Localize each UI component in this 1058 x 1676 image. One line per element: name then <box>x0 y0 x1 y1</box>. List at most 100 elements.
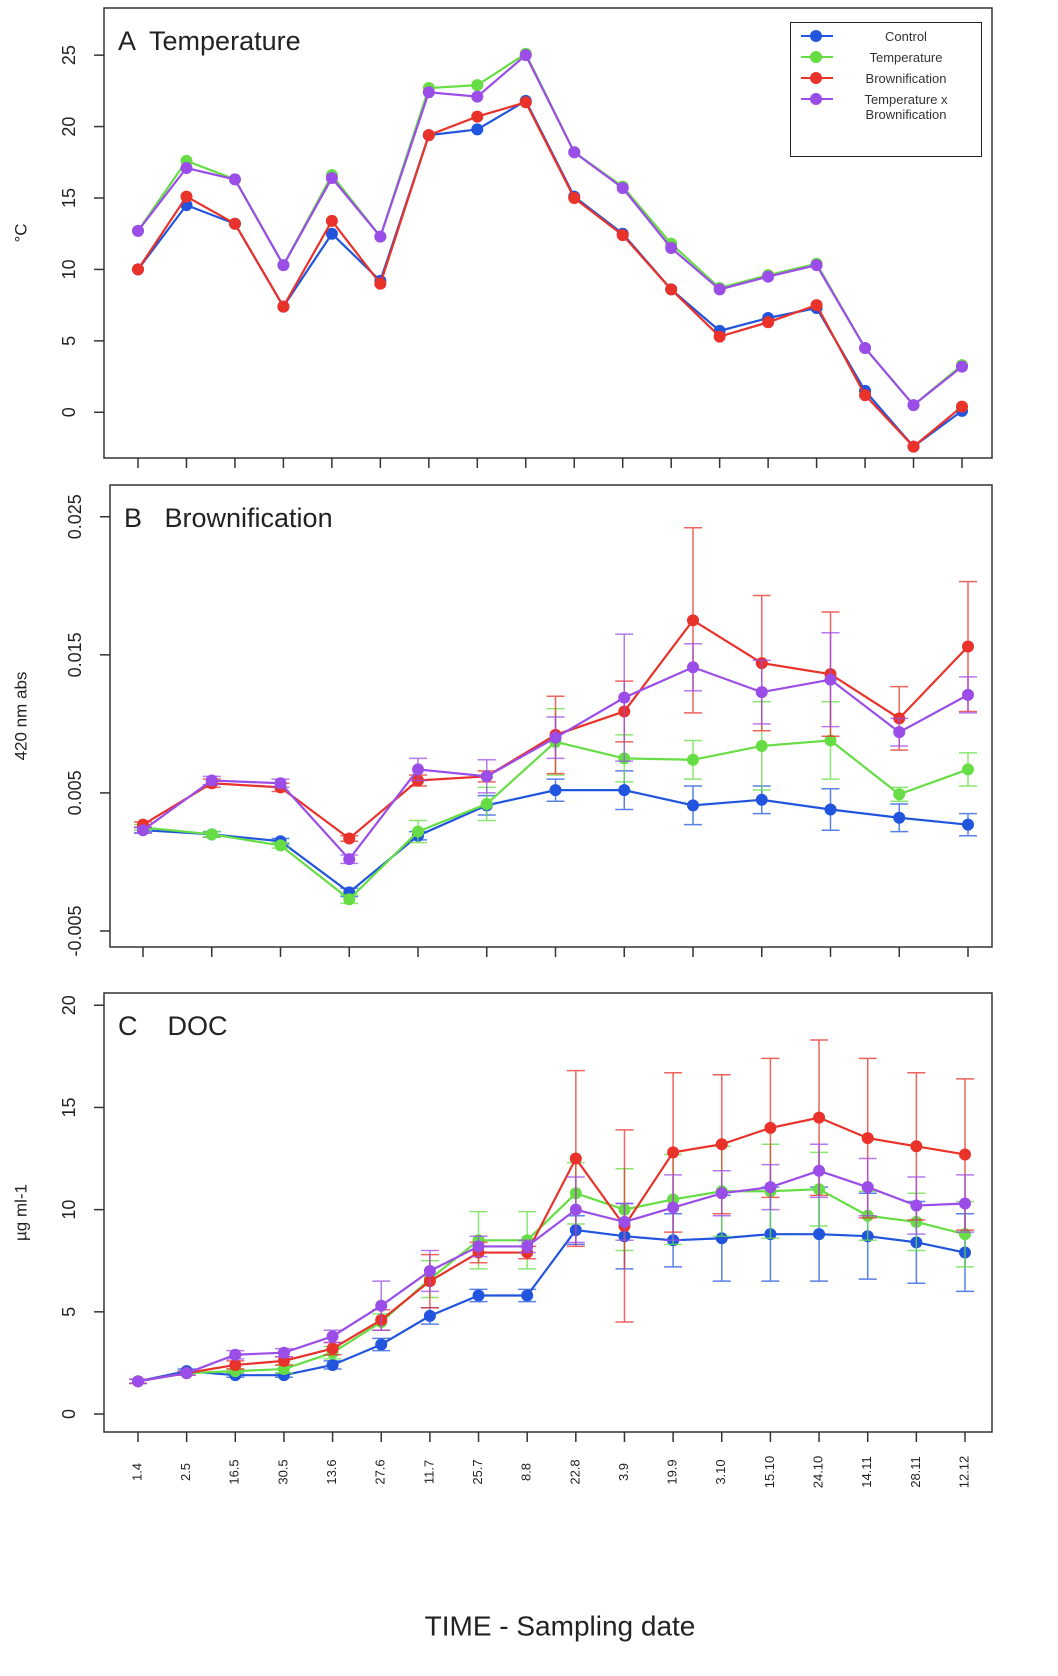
series-line <box>142 789 969 894</box>
data-point <box>374 230 387 243</box>
data-point <box>910 1199 923 1212</box>
legend-symbol <box>797 71 837 85</box>
panel-title: C DOC <box>118 1011 228 1041</box>
data-point <box>205 828 218 841</box>
series-line <box>137 1116 966 1383</box>
panel-title: B Brownification <box>124 503 333 533</box>
y-tick-label: 15 <box>59 188 79 208</box>
series <box>134 770 977 899</box>
data-point <box>471 110 484 123</box>
data-point <box>132 263 144 276</box>
data-point <box>568 146 581 159</box>
x-tick-label: 3.10 <box>713 1459 728 1484</box>
legend-label: Brownification <box>865 71 947 86</box>
data-point <box>422 86 435 99</box>
data-point <box>956 360 968 373</box>
data-point <box>180 190 193 203</box>
plot-frame <box>109 484 993 948</box>
legend-symbol <box>797 92 837 106</box>
data-point <box>959 1228 971 1241</box>
data-point <box>813 1164 826 1177</box>
series-line <box>137 53 963 407</box>
data-point <box>813 1111 826 1124</box>
data-point <box>480 797 493 810</box>
legend-label: Temperature <box>869 50 943 65</box>
series <box>134 631 977 866</box>
data-point <box>715 1232 728 1245</box>
data-point <box>521 1289 534 1302</box>
y-tick-label: 0 <box>59 407 79 417</box>
data-point <box>325 172 338 184</box>
data-point <box>326 1342 339 1355</box>
y-tick-label: 10 <box>59 259 79 279</box>
data-point <box>277 300 290 313</box>
data-point <box>962 818 974 831</box>
data-point <box>277 259 290 272</box>
data-point <box>422 129 435 142</box>
data-point <box>810 299 823 312</box>
data-point <box>687 661 699 674</box>
x-tick-label: 1.4 <box>129 1463 144 1481</box>
data-point <box>132 224 144 237</box>
data-point <box>229 1348 242 1361</box>
legend-entry: Temperature x Brownification <box>797 92 975 122</box>
x-tick-label: 27.6 <box>373 1459 388 1484</box>
series-line <box>137 1228 966 1383</box>
data-point <box>180 1367 193 1380</box>
data-point <box>618 1215 631 1228</box>
y-tick-label: 0.005 <box>65 770 85 815</box>
data-point <box>568 192 581 204</box>
data-point <box>519 96 532 109</box>
data-point <box>412 825 424 838</box>
y-tick-label: 15 <box>59 1097 79 1117</box>
data-point <box>715 1138 728 1151</box>
data-point <box>375 1338 388 1351</box>
x-tick-label: 15.10 <box>762 1456 777 1489</box>
data-point <box>959 1197 971 1210</box>
y-tick-label: 10 <box>59 1200 79 1220</box>
y-tick-label: 5 <box>59 1307 79 1317</box>
data-point <box>687 753 699 766</box>
data-point <box>480 770 493 783</box>
data-point <box>893 788 906 801</box>
data-point <box>549 731 562 744</box>
data-point <box>824 803 837 816</box>
plot-frame <box>103 7 993 459</box>
legend-symbol <box>797 29 837 43</box>
data-point <box>910 1140 923 1153</box>
data-point <box>667 1146 680 1159</box>
data-point <box>228 173 241 186</box>
series-line <box>137 100 963 449</box>
data-point <box>277 1346 290 1359</box>
y-axis-label: 420 nm abs <box>11 672 30 761</box>
data-point <box>667 1201 680 1214</box>
data-point <box>962 640 974 653</box>
data-point <box>274 777 287 790</box>
data-point <box>228 217 241 230</box>
y-tick-label: 25 <box>59 45 79 65</box>
legend: Control Temperature Brownification Temperat… <box>790 22 982 157</box>
data-point <box>325 227 338 240</box>
x-tick-label: 11.7 <box>421 1460 436 1484</box>
data-point <box>137 824 149 837</box>
legend-symbol <box>797 50 837 64</box>
x-tick-label: 24.10 <box>810 1456 825 1489</box>
x-tick-label: 13.6 <box>324 1459 339 1484</box>
x-tick-label: 30.5 <box>275 1459 290 1484</box>
y-tick-label: 20 <box>59 117 79 137</box>
data-point <box>519 49 532 62</box>
data-point <box>907 440 920 453</box>
data-point <box>326 1358 339 1371</box>
data-point <box>343 853 356 866</box>
data-point <box>471 79 484 92</box>
y-tick-label: -0.005 <box>65 905 85 956</box>
data-point <box>205 774 218 787</box>
x-tick-label: 2.5 <box>178 1463 193 1481</box>
legend-label: Control <box>885 29 927 44</box>
data-point <box>618 784 631 797</box>
data-point <box>471 123 484 136</box>
data-point <box>764 1181 777 1194</box>
x-tick-label: 8.8 <box>519 1463 534 1481</box>
data-point <box>423 1264 436 1277</box>
